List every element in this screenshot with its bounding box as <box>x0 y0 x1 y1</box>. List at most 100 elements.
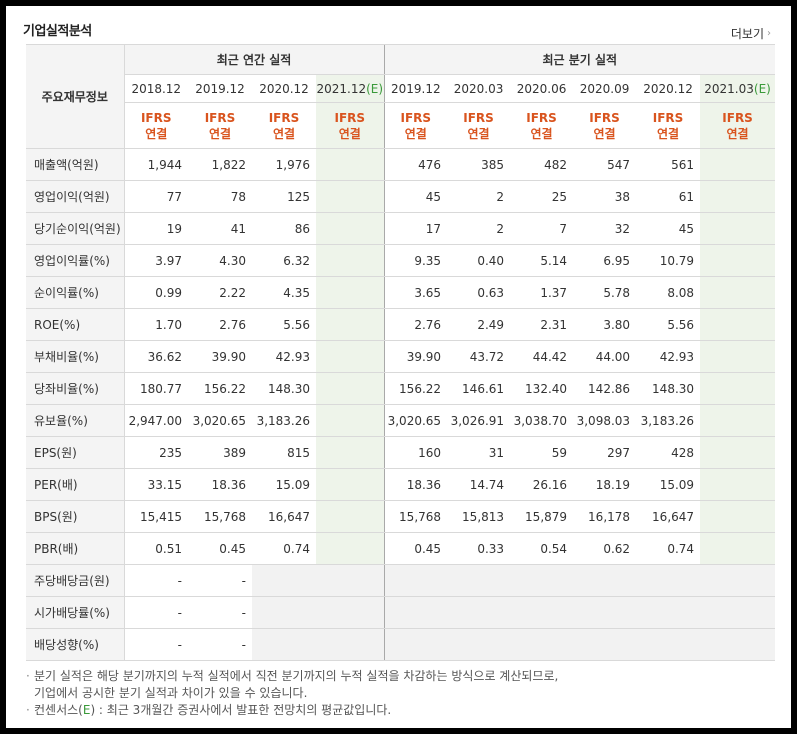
value-cell: 4.35 <box>252 276 316 309</box>
value-cell <box>700 244 776 277</box>
value-cell: 45 <box>636 212 701 245</box>
date-header: 2018.12 <box>124 74 188 103</box>
table-row: 유보율(%) 2,947.00 3,020.65 3,183.26 3,020.65 3,… <box>26 404 776 437</box>
value-cell: 6.32 <box>252 244 316 277</box>
footnote-2: 컨센서스(E) : 최근 3개월간 증권사에서 발표한 전망치의 평균값입니다. <box>26 702 776 719</box>
value-cell <box>252 628 316 661</box>
value-cell <box>316 148 385 181</box>
value-cell <box>383 564 448 597</box>
value-cell: 1.37 <box>510 276 574 309</box>
value-cell: 0.74 <box>252 532 316 565</box>
value-cell: 16,647 <box>636 500 701 533</box>
value-cell: 132.40 <box>510 372 574 405</box>
row-label: BPS(원) <box>26 500 125 533</box>
value-cell <box>510 564 574 597</box>
value-cell <box>447 564 511 597</box>
value-cell: 547 <box>573 148 637 181</box>
table-row: 부채비율(%) 36.62 39.90 42.93 39.90 43.72 44.42 44.… <box>26 340 776 373</box>
value-cell <box>316 468 385 501</box>
value-cell: 2.76 <box>383 308 448 341</box>
value-cell <box>252 564 316 597</box>
value-cell <box>700 276 776 309</box>
value-cell: 42.93 <box>636 340 701 373</box>
value-cell: 26.16 <box>510 468 574 501</box>
value-cell: 476 <box>383 148 448 181</box>
table-row: 영업이익률(%) 3.97 4.30 6.32 9.35 0.40 5.14 6.95 10.7… <box>26 244 776 277</box>
value-cell <box>316 308 385 341</box>
row-label: 주당배당금(원) <box>26 564 125 597</box>
ifrs-label: IFRS 연결 <box>188 102 252 149</box>
table-row: 시가배당률(%) - - <box>26 596 776 629</box>
value-cell: 7 <box>510 212 574 245</box>
row-label: 당기순이익(억원) <box>26 212 125 245</box>
financial-table: 주요재무정보 최근 연간 실적 최근 분기 실적 2018.12 2019.12 2… <box>26 44 776 661</box>
value-cell: 16,647 <box>252 500 316 533</box>
chevron-right-icon: › <box>767 28 771 39</box>
value-cell: 4.30 <box>188 244 252 277</box>
value-cell: 43.72 <box>447 340 511 373</box>
value-cell <box>700 212 776 245</box>
value-cell: 15.09 <box>636 468 701 501</box>
table-row: PER(배) 33.15 18.36 15.09 18.36 14.74 26.16 18.1… <box>26 468 776 501</box>
value-cell <box>510 596 574 629</box>
quarter-group-header: 최근 분기 실적 <box>383 44 776 75</box>
value-cell <box>316 500 385 533</box>
value-cell <box>447 628 511 661</box>
value-cell: 0.45 <box>383 532 448 565</box>
value-cell: 19 <box>124 212 188 245</box>
row-label: PBR(배) <box>26 532 125 565</box>
ifrs-label: IFRS 연결 <box>636 102 701 149</box>
estimate-mark: (E) <box>366 81 384 96</box>
ifrs-label: IFRS 연결 <box>383 102 448 149</box>
row-label: 영업이익(억원) <box>26 180 125 213</box>
footnote-1-cont: 기업에서 공시한 분기 실적과 차이가 있을 수 있습니다. <box>34 686 308 700</box>
value-cell <box>700 564 776 597</box>
row-label: 배당성향(%) <box>26 628 125 661</box>
value-cell: 3,183.26 <box>252 404 316 437</box>
value-cell: 78 <box>188 180 252 213</box>
row-label: PER(배) <box>26 468 125 501</box>
row-label: ROE(%) <box>26 308 125 341</box>
value-cell: 8.08 <box>636 276 701 309</box>
value-cell: 33.15 <box>124 468 188 501</box>
value-cell: 15.09 <box>252 468 316 501</box>
value-cell: 1.70 <box>124 308 188 341</box>
value-cell: 0.45 <box>188 532 252 565</box>
date-header: 2020.06 <box>510 74 574 103</box>
value-cell <box>316 532 385 565</box>
row-label: 순이익률(%) <box>26 276 125 309</box>
value-cell: 389 <box>188 436 252 469</box>
value-cell: 10.79 <box>636 244 701 277</box>
value-cell: 160 <box>383 436 448 469</box>
value-cell <box>700 500 776 533</box>
value-cell: 561 <box>636 148 701 181</box>
value-cell: 5.56 <box>252 308 316 341</box>
value-cell: 45 <box>383 180 448 213</box>
table-row: BPS(원) 15,415 15,768 16,647 15,768 15,813 15,8… <box>26 500 776 533</box>
value-cell <box>636 628 701 661</box>
estimate-date-header: 2021.03(E) <box>700 74 776 103</box>
value-cell: 0.74 <box>636 532 701 565</box>
value-cell: 59 <box>510 436 574 469</box>
value-cell <box>700 404 776 437</box>
value-cell <box>636 596 701 629</box>
value-cell <box>700 180 776 213</box>
value-cell <box>700 340 776 373</box>
date-header: 2020.03 <box>447 74 511 103</box>
value-cell: 36.62 <box>124 340 188 373</box>
value-cell: 44.00 <box>573 340 637 373</box>
value-cell: 0.40 <box>447 244 511 277</box>
value-cell: - <box>124 596 188 629</box>
value-cell <box>636 564 701 597</box>
value-cell <box>573 596 637 629</box>
value-cell <box>316 596 385 629</box>
value-cell: 156.22 <box>383 372 448 405</box>
financial-performance-panel: 기업실적분석 더보기 › 주요재무정보 최근 연간 실적 최근 분기 실적 20… <box>6 6 791 728</box>
value-cell: 0.54 <box>510 532 574 565</box>
value-cell: 86 <box>252 212 316 245</box>
ifrs-label: IFRS 연결 <box>252 102 316 149</box>
value-cell: 38 <box>573 180 637 213</box>
more-link[interactable]: 더보기 › <box>731 25 771 42</box>
value-cell: 18.36 <box>188 468 252 501</box>
estimate-mark: (E) <box>753 81 771 96</box>
